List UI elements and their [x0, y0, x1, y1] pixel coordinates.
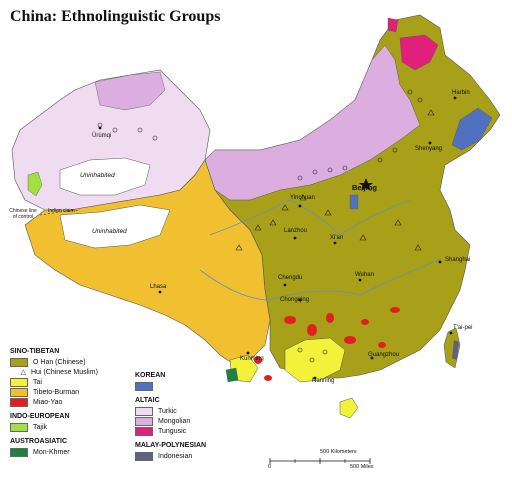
region-korean — [451, 107, 493, 151]
triangle-icon: △ — [20, 369, 26, 376]
legend-row-mongolian: Mongolian — [135, 416, 206, 426]
legend-indonesian-label: Indonesian — [158, 452, 193, 460]
label-guangzhou: Guangzhou — [368, 352, 400, 358]
swatch-indonesian — [135, 451, 153, 461]
swatch-korean — [135, 381, 153, 391]
label-uninhabited-1: Uninhabited — [80, 172, 115, 179]
region-hainan — [339, 397, 359, 419]
legend-row-tibeto-burman: Tibeto-Burman — [10, 387, 98, 397]
swatch-tajik — [10, 422, 28, 432]
label-shenyang: Shenyang — [415, 146, 443, 152]
swatch-tibeto-burman — [10, 387, 28, 397]
label-chongqing: Chongqing — [280, 297, 310, 303]
river-yangtze — [199, 259, 441, 301]
region-tai — [284, 337, 346, 383]
region-tungusic-small — [387, 17, 399, 33]
label-kunming: Kunming — [240, 356, 264, 362]
legend-sino-tibetan-title: SINO-TIBETAN — [10, 348, 60, 355]
label-nanning: Nanning — [312, 378, 335, 384]
label-uninhabited-2: Uninhabited — [92, 228, 127, 235]
label-chinese-line: Chinese line of control — [9, 208, 37, 220]
label-urumqi: Ürümqi — [92, 133, 112, 139]
legend-turkic-label: Turkic — [158, 407, 177, 415]
legend-miao-yao-label: Miao-Yao — [33, 398, 63, 406]
swatch-han — [10, 357, 28, 367]
han-symbols — [97, 89, 423, 363]
scale-km-label: 500 Kilometers — [320, 449, 357, 455]
legend-row-mon-khmer: Mon-Khmer — [10, 447, 98, 457]
legend-row-tungusic: Tungusic — [135, 426, 206, 436]
label-beijing: Beijing — [352, 183, 378, 192]
label-lanzhou: Lanzhou — [284, 228, 308, 234]
legend-tai-label: Tai — [33, 378, 42, 386]
region-tibeto-burman — [24, 159, 271, 366]
swatch-mongolian — [135, 416, 153, 426]
region-taiwan-indonesian — [452, 340, 459, 360]
region-mon-khmer — [225, 367, 239, 383]
legend-altaic-title: ALTAIC — [135, 397, 160, 404]
legend-tibeto-burman-label: Tibeto-Burman — [33, 388, 80, 396]
scale-bar — [269, 458, 371, 464]
region-uninhabited-desert — [59, 157, 151, 196]
river-yellow — [209, 199, 411, 236]
legend-row-korean — [135, 381, 206, 391]
region-tungusic — [399, 34, 439, 71]
legend-tajik-label: Tajik — [33, 423, 48, 431]
label-wuhan: Wuhan — [355, 272, 374, 278]
legend-austroasiatic-title: AUSTROASIATIC — [10, 438, 68, 445]
hui-symbols — [235, 109, 435, 251]
swatch-tai — [10, 377, 28, 387]
legend-row-han: O Han (Chinese) — [10, 357, 98, 367]
label-lhasa: Lhasa — [150, 284, 167, 290]
region-tajik — [27, 171, 43, 197]
disputed-border — [39, 209, 81, 216]
map-title: China: Ethnolinguistic Groups — [10, 8, 221, 25]
label-chengdu: Chengdu — [278, 275, 303, 281]
swatch-mon-khmer — [10, 447, 28, 457]
legend-malay-polynesian-title: MALAY-POLYNESIAN — [135, 442, 207, 449]
legend-hui-label: Hui (Chinese Muslim) — [31, 368, 98, 376]
label-indian-claim: Indian claim — [48, 208, 75, 214]
region-mongolian — [204, 44, 421, 201]
legend-left: SINO-TIBETAN O Han (Chinese) △ Hui (Chin… — [10, 348, 98, 457]
legend-row-miao-yao: Miao-Yao — [10, 397, 98, 407]
legend-row-indonesian: Indonesian — [135, 451, 206, 461]
legend-row-tajik: Tajik — [10, 422, 98, 432]
label-shanghai: Shanghai — [445, 257, 471, 263]
scale-miles-label: 500 Miles — [350, 464, 374, 470]
legend-korean-title: KOREAN — [135, 372, 166, 379]
region-uninhabited-tibet — [59, 204, 171, 249]
city-markers — [98, 96, 457, 380]
legend-row-tai: Tai — [10, 377, 98, 387]
label-harbin: Harbin — [452, 90, 470, 96]
label-xian: Xi'an — [330, 235, 344, 241]
legend-han-label: O Han (Chinese) — [33, 358, 86, 366]
legend-row-turkic: Turkic — [135, 406, 206, 416]
region-mongolian-west — [94, 71, 166, 111]
legend-tungusic-label: Tungusic — [158, 427, 187, 435]
scale-zero-label: 0 — [268, 464, 272, 470]
swatch-miao-yao — [10, 397, 28, 407]
legend-row-hui: △ Hui (Chinese Muslim) — [10, 367, 98, 377]
swatch-turkic — [135, 406, 153, 416]
legend-mon-khmer-label: Mon-Khmer — [33, 448, 70, 456]
legend-right: KOREAN ALTAIC Turkic Mongolian Tungusic … — [135, 372, 206, 461]
label-yinchuan: Yinchuan — [290, 195, 315, 201]
swatch-tungusic — [135, 426, 153, 436]
label-taipei: T'ai-pei — [453, 325, 473, 331]
legend-indo-european-title: INDO-EUROPEAN — [10, 413, 70, 420]
region-korean-small — [349, 194, 359, 210]
region-miao-yao — [254, 307, 400, 381]
legend-mongolian-label: Mongolian — [158, 417, 191, 425]
